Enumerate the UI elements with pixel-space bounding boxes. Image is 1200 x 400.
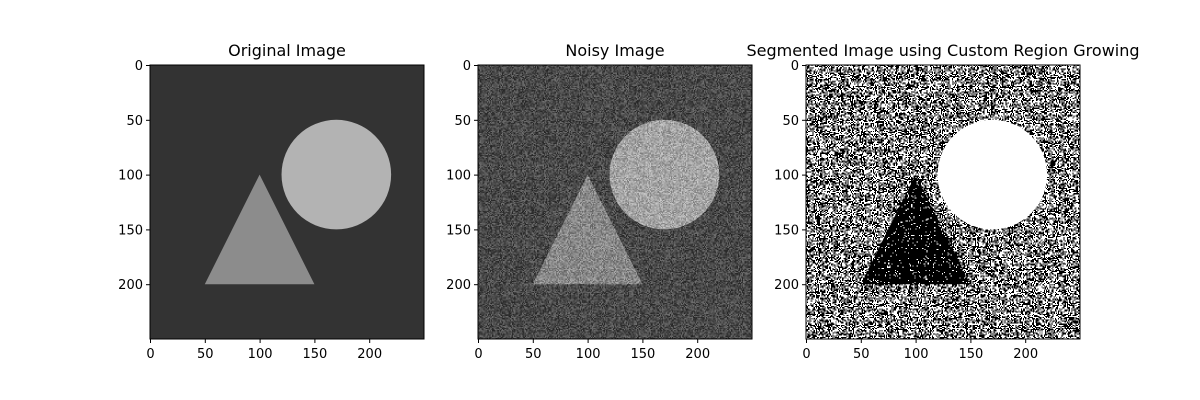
panel-3: Segmented Image using Custom Region Grow… <box>746 41 1139 362</box>
y-tick-label: 200 <box>118 278 143 293</box>
y-tick-label: 50 <box>126 114 143 129</box>
y-tick-label: 50 <box>454 114 471 129</box>
circle-shape <box>281 119 392 230</box>
chart-title: Segmented Image using Custom Region Grow… <box>746 41 1139 60</box>
x-tick-label: 50 <box>853 347 870 362</box>
y-tick-label: 200 <box>774 278 799 293</box>
panel-2: Noisy Image 0 50 100 150 200 0 50 100 150 200 <box>446 41 753 362</box>
circle-shape <box>937 119 1048 230</box>
y-tick-label: 150 <box>774 223 799 238</box>
y-tick-label: 0 <box>135 59 143 74</box>
x-tick-label: 150 <box>302 347 327 362</box>
y-tick-label: 100 <box>118 169 143 184</box>
x-tick-label: 0 <box>474 347 482 362</box>
noise-overlay <box>478 65 752 339</box>
image-area <box>150 65 424 339</box>
triangle-shape <box>204 174 315 285</box>
panel-1: Original Image 0 50 100 150 200 0 50 100 150 200 <box>118 41 425 362</box>
x-tick-label: 200 <box>1013 347 1038 362</box>
y-tick-label: 100 <box>446 169 471 184</box>
x-tick-label: 100 <box>904 347 929 362</box>
x-tick-label: 0 <box>802 347 810 362</box>
axes-frame <box>477 64 753 340</box>
chart-title: Noisy Image <box>565 41 664 60</box>
x-tick-label: 100 <box>248 347 273 362</box>
x-tick-label: 150 <box>958 347 983 362</box>
x-tick-label: 50 <box>197 347 214 362</box>
chart-title: Original Image <box>228 41 346 60</box>
x-tick-label: 0 <box>146 347 154 362</box>
y-tick-label: 0 <box>463 59 471 74</box>
y-tick-label: 150 <box>118 223 143 238</box>
y-tick-label: 0 <box>791 59 799 74</box>
x-tick-label: 100 <box>576 347 601 362</box>
x-tick-label: 150 <box>630 347 655 362</box>
y-tick-label: 150 <box>446 223 471 238</box>
y-tick-label: 50 <box>782 114 799 129</box>
x-tick-label: 50 <box>525 347 542 362</box>
axes-frame <box>805 64 1081 340</box>
y-tick-label: 100 <box>774 169 799 184</box>
image-area <box>806 65 1080 339</box>
x-tick-label: 200 <box>357 347 382 362</box>
x-tick-label: 200 <box>685 347 710 362</box>
y-tick-label: 200 <box>446 278 471 293</box>
image-area <box>478 65 752 339</box>
axes-frame <box>149 64 425 340</box>
